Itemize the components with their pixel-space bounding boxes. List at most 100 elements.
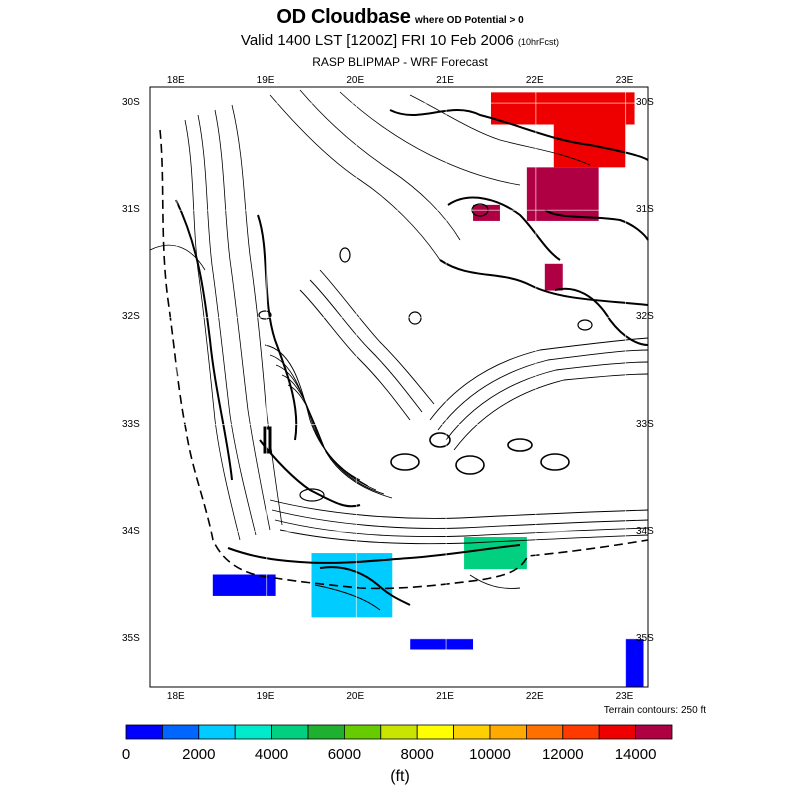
colorbar-swatch [307, 724, 345, 740]
title-text: OD Cloudbase [276, 6, 411, 28]
map-title: OD Cloudbase where OD Potential > 0 [0, 6, 800, 29]
lat-lon-grid [150, 87, 648, 687]
contour-line [319, 269, 435, 405]
map-frame [149, 86, 649, 688]
contour-line [263, 426, 272, 454]
lat-label-left: 31S [122, 204, 140, 216]
colorbar-tick: 10000 [469, 746, 511, 763]
contour-bold [175, 199, 233, 481]
lon-label-top: 19E [256, 75, 275, 86]
lat-label-left: 30S [122, 97, 140, 109]
lon-label-top: 21E [436, 75, 454, 86]
contour-ring [455, 455, 485, 475]
lat-label-right: 33S [636, 418, 654, 430]
cloudbase-cell [526, 167, 599, 221]
lon-label-bottom: 20E [346, 691, 365, 702]
contour-line [269, 499, 649, 519]
lon-label-top: 18E [166, 75, 185, 86]
cloudbase-cell [625, 638, 644, 687]
lat-label-left: 34S [122, 525, 140, 537]
lon-label-bottom: 22E [525, 691, 544, 702]
contour-line [275, 364, 377, 491]
colorbar-swatch [562, 724, 600, 740]
contour-line [445, 361, 649, 441]
colorbar-tick: 14000 [614, 746, 657, 763]
contour-line [339, 91, 521, 186]
colorbar-tick: 4000 [254, 746, 289, 763]
contour-line [149, 244, 206, 271]
contour-ring [408, 311, 422, 325]
colorbar-swatch [416, 724, 455, 740]
contour-line [429, 337, 649, 421]
colorbar-units: (ft) [390, 768, 410, 785]
contour-line [453, 373, 649, 451]
contour-ring [258, 310, 272, 320]
contour-line [269, 354, 369, 487]
terrain-contours-note: Terrain contours: 250 ft [603, 705, 706, 716]
contour-line [184, 119, 241, 541]
lon-label-top: 20E [346, 75, 365, 86]
colorbar-swatch [453, 724, 491, 740]
lat-label-right: 34S [636, 525, 654, 537]
lon-label-bottom: 18E [166, 691, 185, 702]
forecast-hours: (10hrFcst) [518, 37, 560, 47]
contour-line [437, 349, 649, 431]
cloudbase-fill-layer [212, 92, 644, 687]
contour-line [469, 574, 521, 589]
contour-bold [259, 439, 361, 508]
contour-ring [429, 432, 451, 448]
contour-ring [390, 453, 420, 471]
contour-ring [507, 438, 533, 452]
lon-label-bottom: 19E [256, 691, 275, 702]
colorbar-swatch [125, 724, 163, 740]
cloudbase-cell [212, 574, 276, 596]
colorbar-tick: 6000 [327, 746, 362, 763]
coastline [159, 129, 649, 590]
contour-line [314, 584, 381, 611]
colorbar-swatch [489, 724, 527, 740]
contour-line [269, 94, 441, 261]
valid-line: Valid 1400 LST [1200Z] FRI 10 Feb 2006 [240, 32, 514, 49]
contour-bold [319, 566, 411, 606]
colorbar-swatch [598, 724, 637, 740]
lon-label-bottom: 23E [615, 691, 634, 702]
lat-label-right: 35S [636, 632, 654, 644]
lat-label-left: 33S [122, 418, 140, 430]
lat-label-left: 32S [122, 311, 140, 323]
colorbar-tick: 8000 [400, 746, 434, 763]
contour-line [264, 344, 361, 481]
contour-line [197, 114, 257, 536]
contour-line [299, 289, 411, 421]
colorbar-swatch [343, 724, 382, 740]
colorbar-swatch [635, 724, 673, 740]
cloudbase-cell [544, 263, 563, 291]
contour-bold [554, 287, 649, 346]
lat-label-right: 30S [636, 97, 654, 109]
colorbar-tick: 12000 [541, 746, 584, 763]
lat-label-right: 31S [636, 204, 654, 216]
contour-line [214, 109, 271, 531]
colorbar-swatch [271, 724, 309, 740]
contour-line [279, 529, 649, 545]
contour-line [299, 89, 461, 241]
contour-line [409, 94, 591, 166]
source-label: RASP BLIPMAP - WRF Forecast [312, 55, 488, 69]
colorbar-swatch [161, 724, 200, 740]
contour-line [231, 104, 283, 526]
colorbar-tick: 0 [121, 746, 131, 763]
lon-label-top: 22E [525, 75, 544, 86]
colorbar-swatch [380, 724, 418, 740]
lat-label-right: 32S [636, 311, 654, 323]
contour-line [274, 519, 649, 537]
contour-ring [577, 319, 593, 331]
contour-ring [339, 247, 351, 263]
contour-bold [389, 109, 649, 161]
contour-line [271, 509, 649, 529]
colorbar-tick: 2000 [182, 746, 216, 763]
terrain-contours [149, 89, 649, 611]
contour-bold [447, 196, 561, 261]
contour-line [287, 384, 393, 499]
colorbar [125, 724, 673, 740]
cloudbase-cell [490, 92, 635, 125]
